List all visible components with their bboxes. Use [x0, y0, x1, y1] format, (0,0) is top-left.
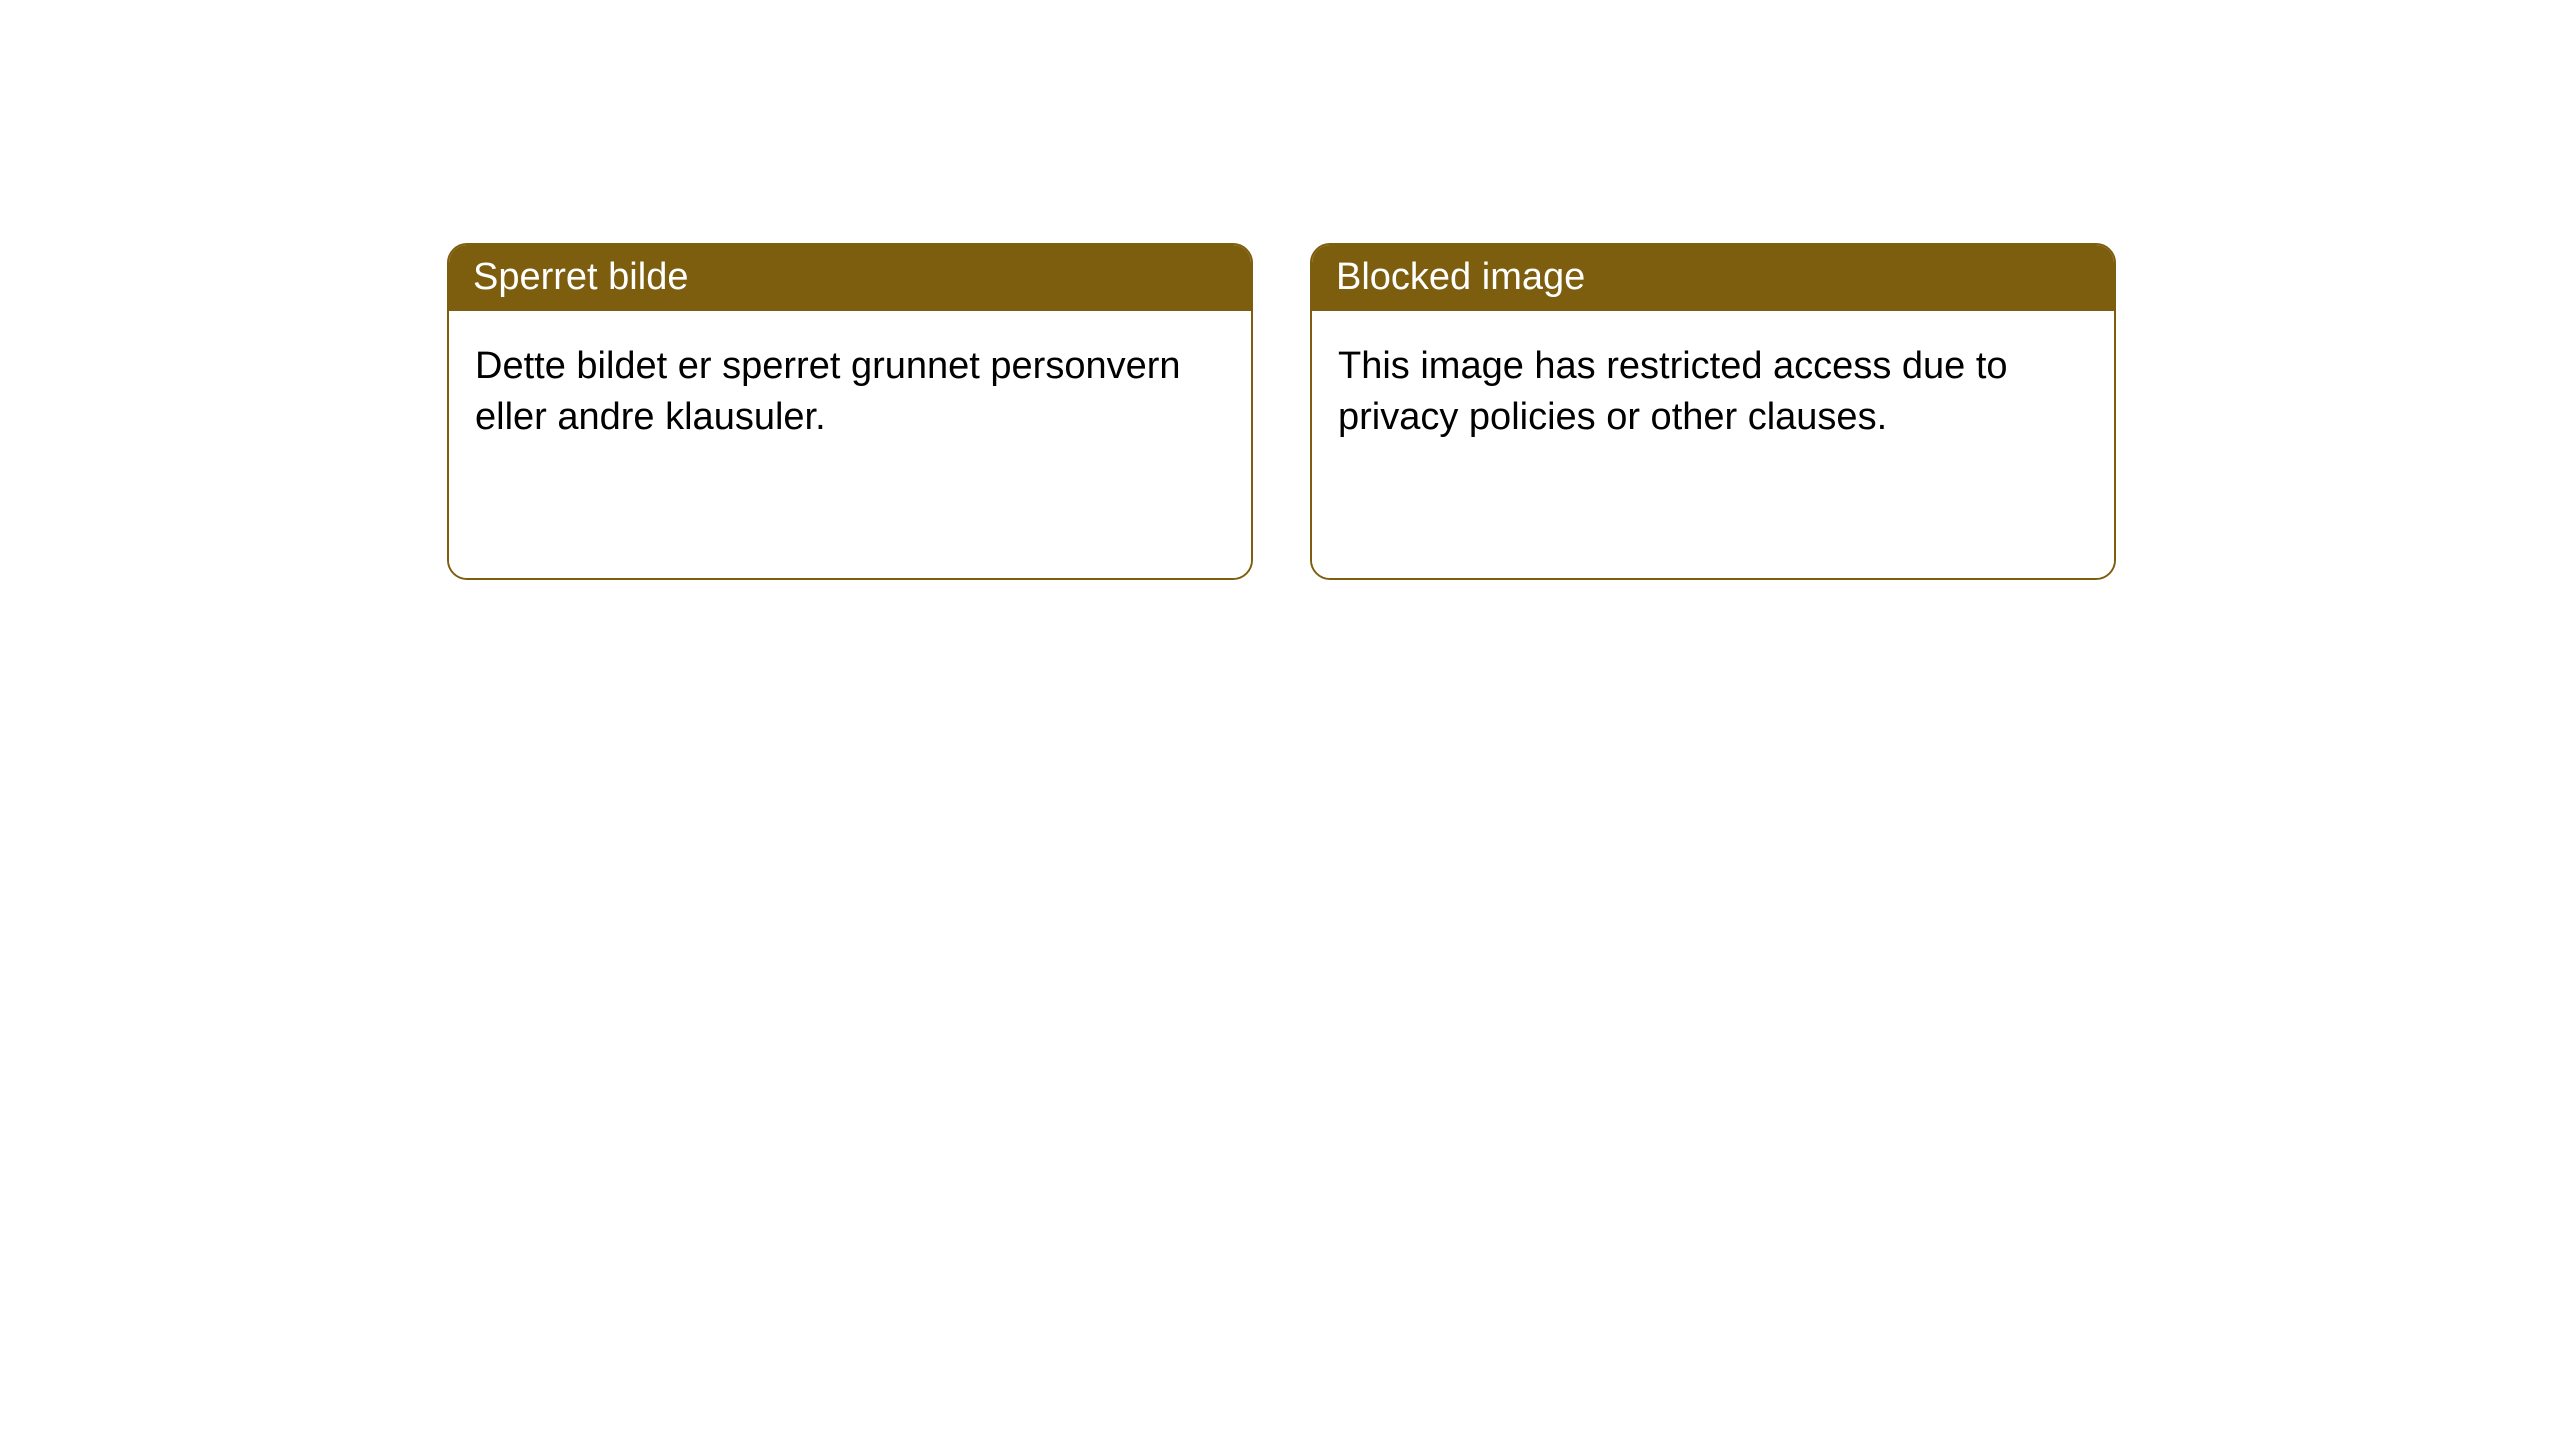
card-message: Dette bildet er sperret grunnet personve…	[475, 341, 1225, 444]
card-body: Dette bildet er sperret grunnet personve…	[449, 311, 1251, 578]
card-english: Blocked image This image has restricted …	[1310, 243, 2116, 580]
cards-container: Sperret bilde Dette bildet er sperret gr…	[0, 0, 2560, 580]
card-header: Sperret bilde	[449, 245, 1251, 311]
card-body: This image has restricted access due to …	[1312, 311, 2114, 578]
card-message: This image has restricted access due to …	[1338, 341, 2088, 444]
card-title: Blocked image	[1336, 256, 1585, 298]
card-header: Blocked image	[1312, 245, 2114, 311]
card-norwegian: Sperret bilde Dette bildet er sperret gr…	[447, 243, 1253, 580]
card-title: Sperret bilde	[473, 256, 688, 298]
